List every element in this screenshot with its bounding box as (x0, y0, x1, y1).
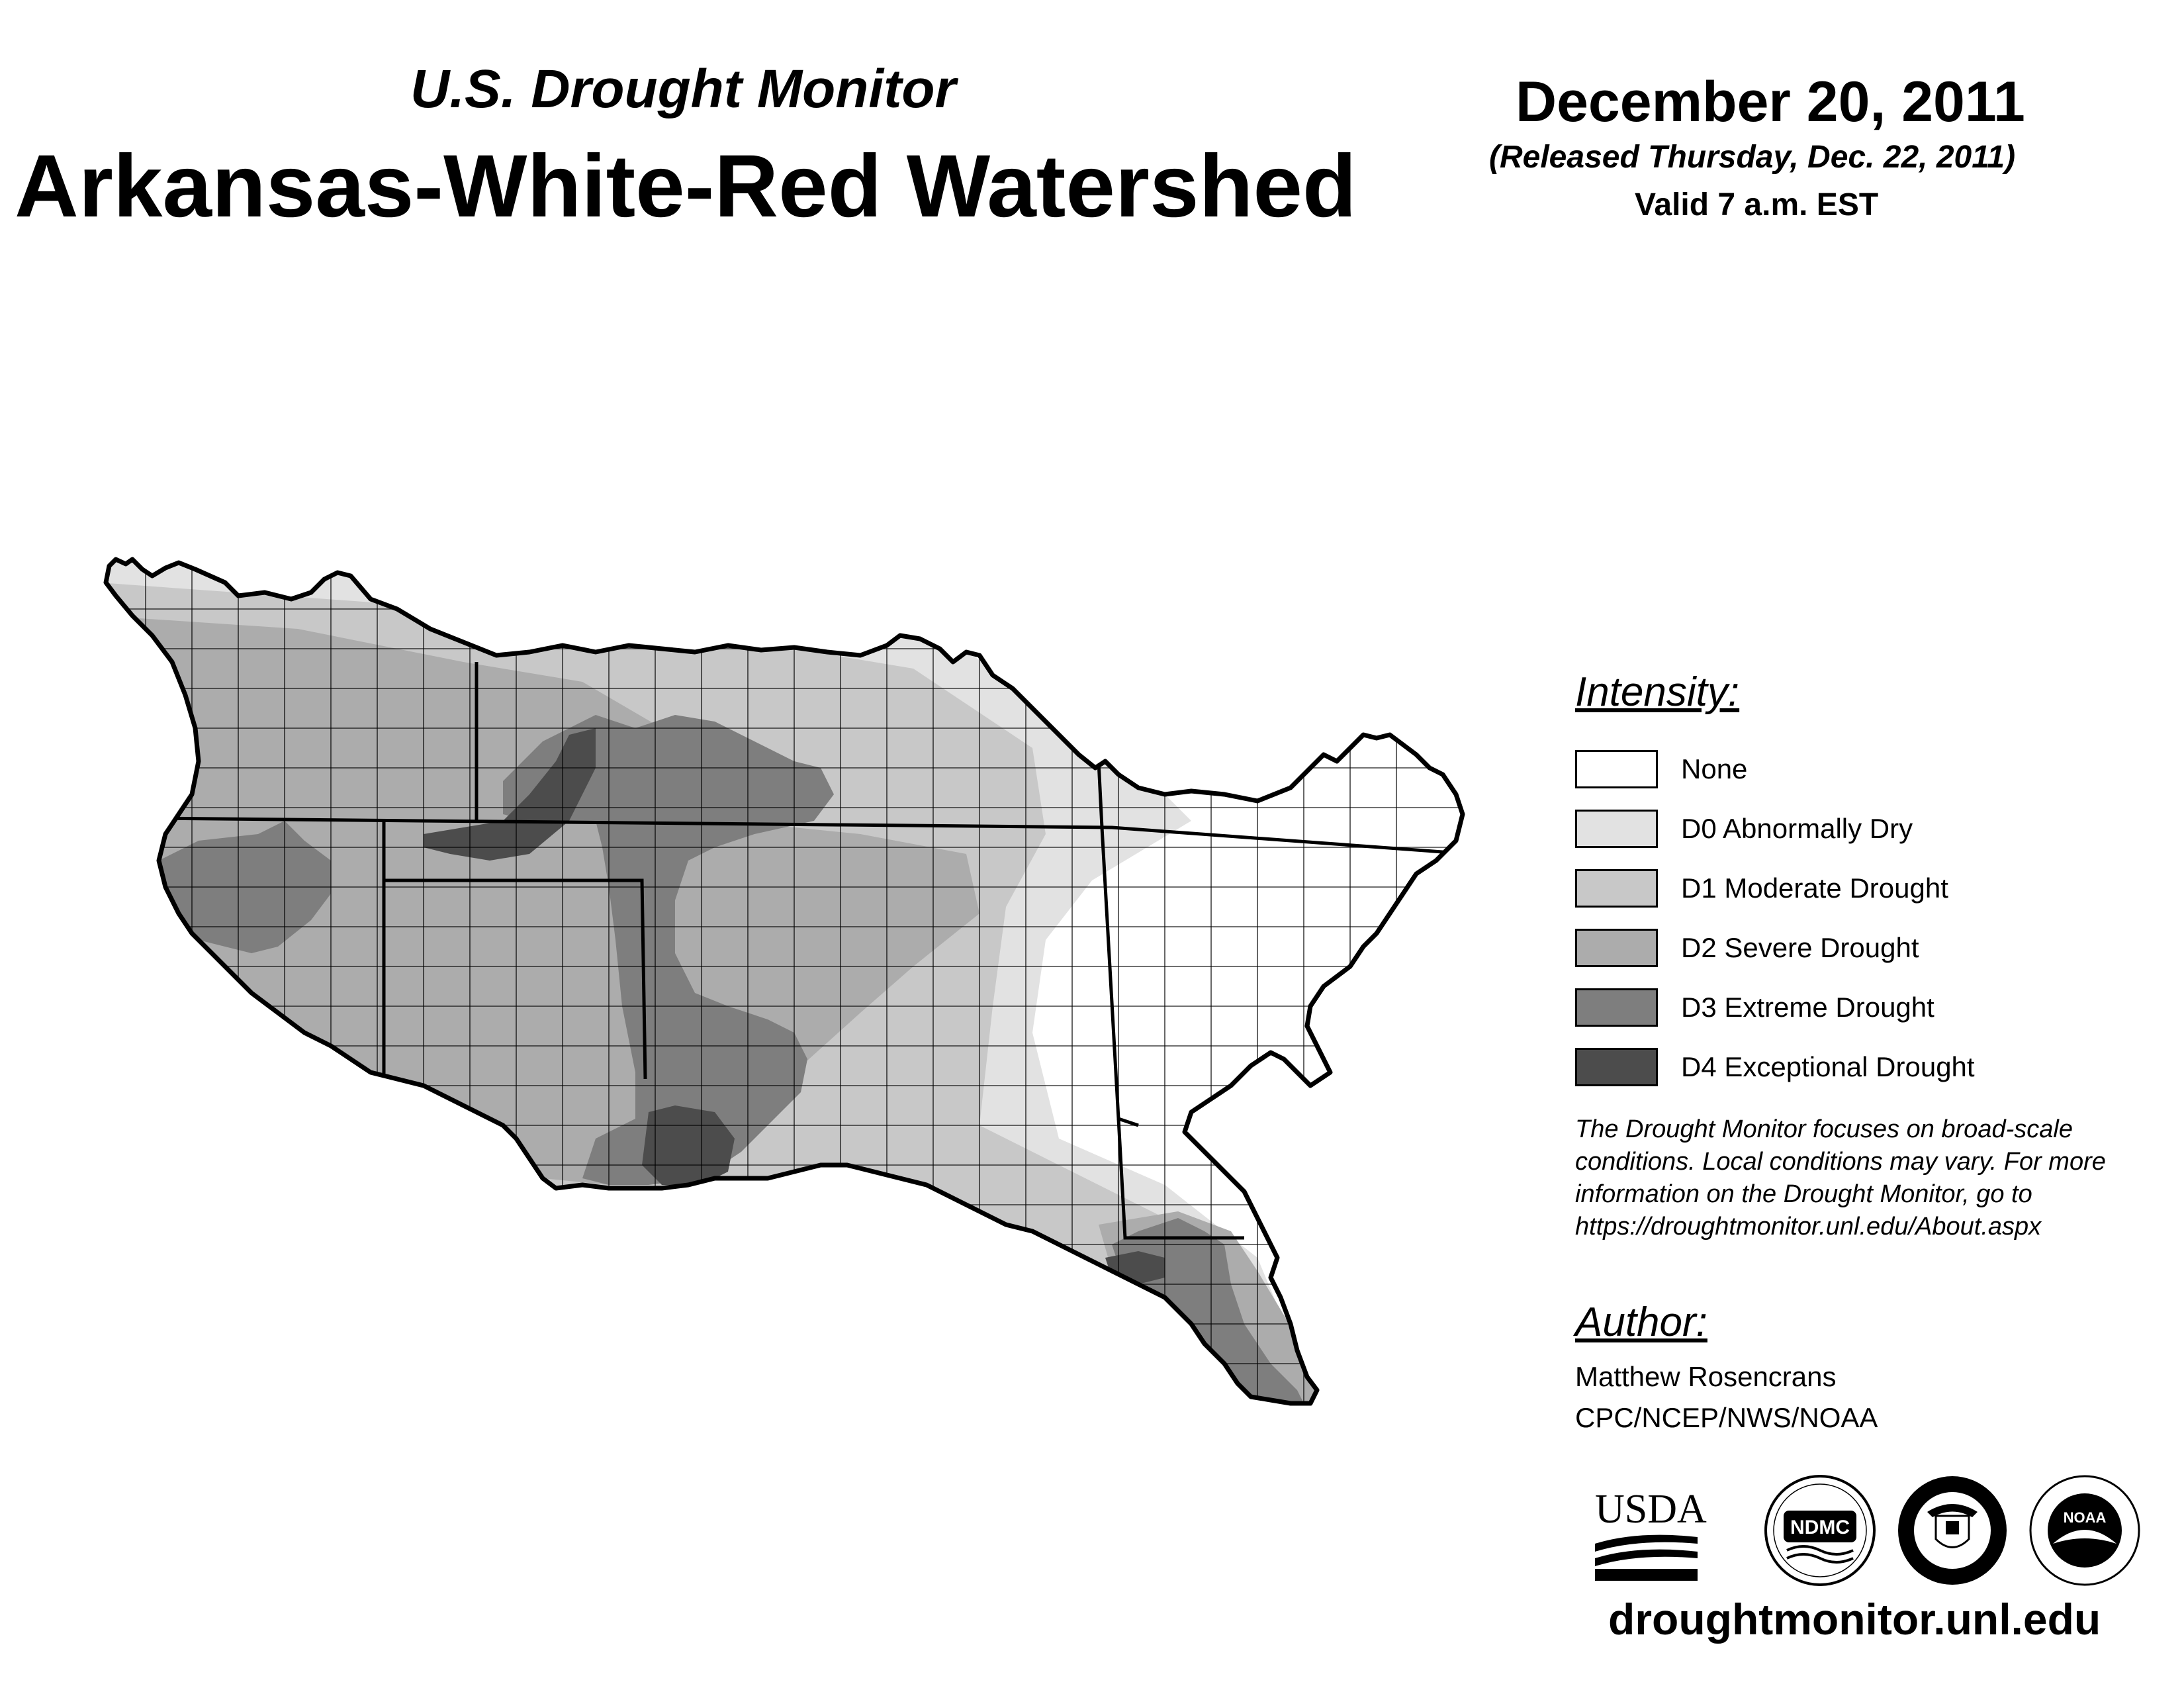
legend-swatch (1575, 988, 1658, 1027)
legend-swatch (1575, 1048, 1658, 1086)
legend-heading: Intensity: (1575, 669, 1740, 715)
noaa-logo-text: NOAA (2064, 1509, 2107, 1526)
drought-map (103, 557, 1465, 1406)
author-org: CPC/NCEP/NWS/NOAA (1575, 1402, 1878, 1433)
legend-swatch (1575, 929, 1658, 967)
legend-label: D2 Severe Drought (1681, 932, 1919, 963)
d3-region-central (503, 715, 834, 1185)
legend-label: None (1681, 753, 1748, 784)
legend-label: D1 Moderate Drought (1681, 872, 1948, 904)
legend-item-d3: D3 Extreme Drought (1575, 978, 2171, 1037)
watershed-boundary (103, 557, 1465, 1406)
website-link[interactable]: droughtmonitor.unl.edu (1608, 1595, 2101, 1644)
map-subtitle: U.S. Drought Monitor (410, 59, 956, 119)
state-boundaries (106, 662, 1463, 1240)
legend-item-d4: D4 Exceptional Drought (1575, 1037, 2171, 1097)
legend-item-d0: D0 Abnormally Dry (1575, 799, 2171, 859)
legend-swatch (1575, 810, 1658, 848)
disclaimer-line: conditions. Local conditions may vary. F… (1575, 1148, 2106, 1176)
legend-item-none: None (1575, 739, 2171, 799)
map-date: December 20, 2011 (1516, 70, 2025, 134)
map-title: Arkansas-White-Red Watershed (15, 137, 1357, 236)
legend-label: D4 Exceptional Drought (1681, 1051, 1975, 1082)
author-heading: Author: (1575, 1299, 1707, 1345)
valid-time: Valid 7 a.m. EST (1635, 187, 1879, 222)
legend-swatch (1575, 869, 1658, 908)
legend-item-d1: D1 Moderate Drought (1575, 859, 2171, 918)
disclaimer-line: information on the Drought Monitor, go t… (1575, 1180, 2032, 1208)
legend-item-d2: D2 Severe Drought (1575, 918, 2171, 978)
disclaimer-line: The Drought Monitor focuses on broad-sca… (1575, 1115, 2073, 1143)
release-date: (Released Thursday, Dec. 22, 2011) (1489, 140, 2016, 175)
legend-swatch (1575, 750, 1658, 788)
ndmc-logo-text: NDMC (1790, 1517, 1850, 1538)
author-name: Matthew Rosencrans (1575, 1361, 1837, 1392)
legend-label: D3 Extreme Drought (1681, 992, 1934, 1023)
agency-logos: USDA NDMC NOAA (1595, 1475, 2140, 1586)
d4-region-southeast (1105, 1251, 1165, 1284)
ndmc-logo: NDMC (1764, 1475, 1876, 1586)
department-of-commerce-seal (1898, 1476, 2007, 1585)
disclaimer-text: The Drought Monitor focuses on broad-sca… (1575, 1113, 2171, 1243)
disclaimer-link[interactable]: https://droughtmonitor.unl.edu/About.asp… (1575, 1213, 2042, 1241)
drought-shading (106, 559, 1463, 1403)
legend: Intensity: None D0 Abnormally Dry D1 Mod… (1575, 669, 2171, 1097)
legend-label: D0 Abnormally Dry (1681, 813, 1913, 844)
d4-region-north (424, 728, 596, 861)
usda-logo-text: USDA (1595, 1487, 1707, 1532)
usda-logo: USDA (1595, 1487, 1707, 1581)
noaa-logo: NOAA (2029, 1475, 2140, 1586)
